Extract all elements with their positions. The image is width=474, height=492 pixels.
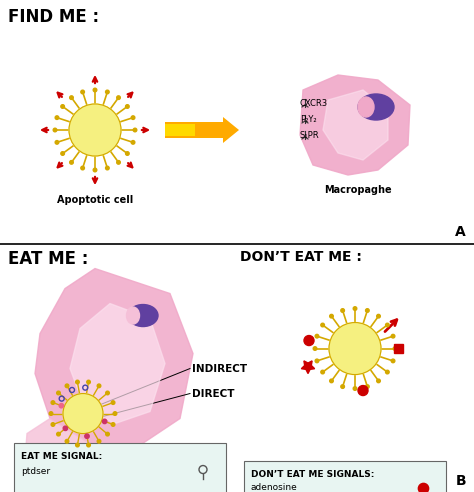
Circle shape	[106, 391, 109, 395]
Bar	[394, 343, 403, 353]
Text: B: B	[456, 474, 466, 488]
Polygon shape	[301, 361, 315, 373]
Circle shape	[393, 347, 397, 350]
Polygon shape	[25, 419, 100, 476]
Circle shape	[315, 335, 319, 338]
Circle shape	[315, 359, 319, 363]
Text: DIRECT: DIRECT	[192, 389, 235, 399]
Circle shape	[385, 370, 389, 374]
Circle shape	[70, 96, 73, 99]
Circle shape	[81, 166, 84, 170]
Circle shape	[102, 419, 107, 424]
Circle shape	[85, 434, 89, 438]
Polygon shape	[35, 269, 193, 449]
Circle shape	[63, 426, 68, 430]
Circle shape	[63, 394, 103, 433]
Circle shape	[313, 347, 317, 350]
FancyBboxPatch shape	[14, 442, 226, 492]
Circle shape	[111, 423, 115, 426]
Circle shape	[365, 308, 369, 312]
Circle shape	[93, 168, 97, 172]
Circle shape	[330, 379, 333, 383]
Ellipse shape	[358, 94, 394, 120]
Ellipse shape	[358, 97, 374, 117]
Point	[419, 484, 427, 492]
Circle shape	[377, 314, 380, 318]
Circle shape	[49, 412, 53, 415]
Text: P₂Y₂: P₂Y₂	[300, 115, 317, 123]
Circle shape	[391, 359, 395, 363]
Circle shape	[353, 387, 357, 390]
Circle shape	[70, 160, 73, 164]
Polygon shape	[300, 75, 410, 175]
Text: EAT ME :: EAT ME :	[8, 249, 88, 268]
Circle shape	[365, 385, 369, 388]
Polygon shape	[70, 304, 165, 424]
Circle shape	[65, 439, 69, 443]
Circle shape	[377, 379, 380, 383]
Circle shape	[81, 90, 84, 94]
Text: DON’T EAT ME :: DON’T EAT ME :	[240, 249, 362, 264]
Circle shape	[57, 432, 60, 436]
Text: INDIRECT: INDIRECT	[192, 364, 247, 373]
Ellipse shape	[127, 307, 139, 324]
Circle shape	[353, 307, 357, 310]
Circle shape	[106, 90, 109, 94]
Circle shape	[93, 88, 97, 92]
Circle shape	[133, 128, 137, 132]
Circle shape	[55, 116, 59, 120]
Circle shape	[385, 323, 389, 327]
Circle shape	[358, 386, 368, 396]
Circle shape	[113, 412, 117, 415]
Circle shape	[53, 128, 57, 132]
Circle shape	[69, 104, 121, 156]
Circle shape	[65, 384, 69, 388]
Circle shape	[97, 384, 101, 388]
Text: CXCR3: CXCR3	[300, 98, 328, 107]
Circle shape	[59, 403, 64, 408]
Circle shape	[321, 323, 324, 327]
Circle shape	[106, 166, 109, 170]
Circle shape	[126, 105, 129, 108]
Circle shape	[391, 335, 395, 338]
Text: FIND ME :: FIND ME :	[8, 8, 99, 26]
Circle shape	[117, 96, 120, 99]
Text: Macropaghe: Macropaghe	[324, 185, 392, 195]
Circle shape	[51, 401, 55, 404]
Circle shape	[76, 443, 79, 447]
Circle shape	[106, 432, 109, 436]
Circle shape	[51, 423, 55, 426]
Text: A: A	[455, 224, 466, 239]
Text: EAT ME SIGNAL:: EAT ME SIGNAL:	[21, 452, 102, 461]
Circle shape	[321, 370, 324, 374]
Text: S₁PR: S₁PR	[300, 130, 319, 140]
Circle shape	[126, 152, 129, 155]
Circle shape	[341, 385, 345, 388]
Circle shape	[131, 141, 135, 144]
Circle shape	[329, 323, 381, 374]
Circle shape	[55, 141, 59, 144]
Polygon shape	[323, 90, 388, 160]
Circle shape	[87, 443, 91, 447]
Circle shape	[76, 380, 79, 384]
Circle shape	[304, 336, 314, 345]
Circle shape	[330, 314, 333, 318]
Text: DON’T EAT ME SIGNALS:: DON’T EAT ME SIGNALS:	[251, 469, 374, 479]
Circle shape	[131, 116, 135, 120]
FancyBboxPatch shape	[244, 461, 446, 492]
FancyArrow shape	[165, 117, 239, 143]
Circle shape	[61, 152, 64, 155]
FancyArrow shape	[165, 124, 195, 136]
Circle shape	[111, 401, 115, 404]
Circle shape	[341, 308, 345, 312]
Text: adenosine: adenosine	[251, 483, 298, 492]
Circle shape	[87, 380, 91, 384]
Text: ptdser: ptdser	[21, 467, 50, 476]
Circle shape	[57, 391, 60, 395]
Circle shape	[97, 439, 101, 443]
Circle shape	[117, 160, 120, 164]
Text: Apoptotic cell: Apoptotic cell	[57, 195, 133, 205]
Ellipse shape	[128, 305, 158, 327]
Circle shape	[61, 105, 64, 108]
